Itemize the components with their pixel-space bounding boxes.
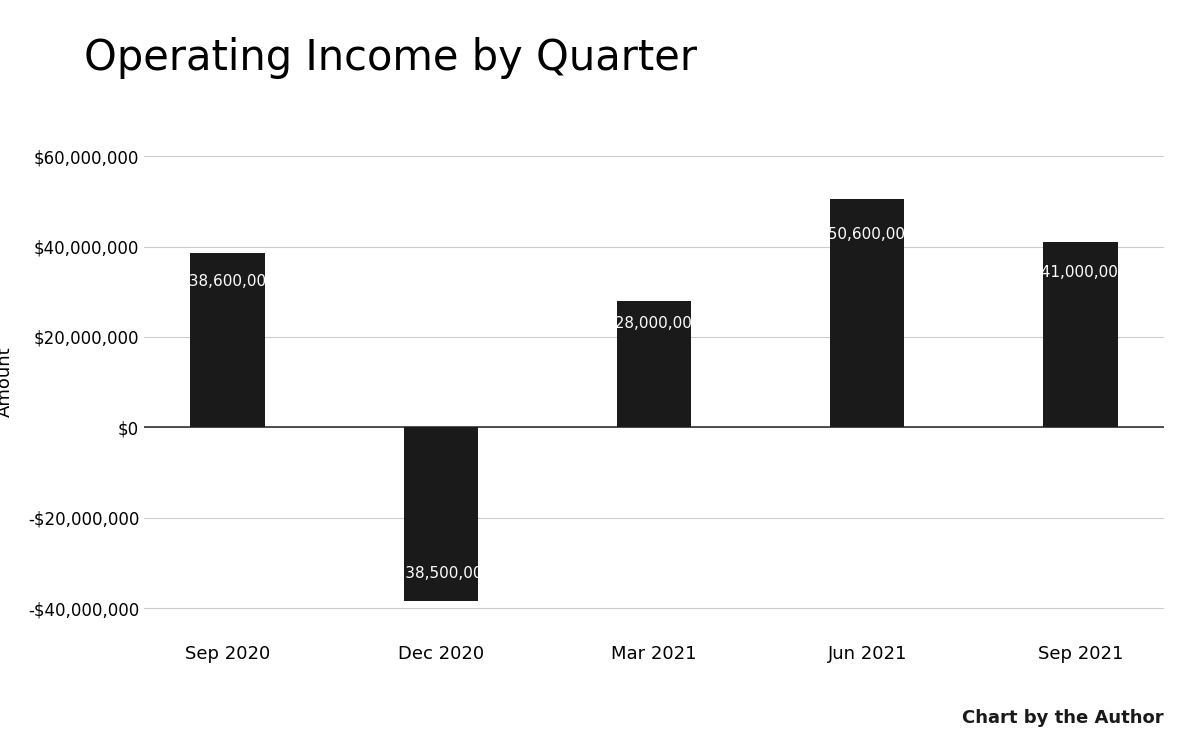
Text: $38,600,000: $38,600,000 [179, 274, 276, 289]
Bar [403, 427, 478, 601]
Text: $41,000,000: $41,000,000 [1032, 264, 1128, 279]
Bar [191, 253, 265, 427]
Text: $28,000,000: $28,000,000 [606, 316, 702, 331]
Bar [830, 199, 905, 427]
Bar [1043, 242, 1117, 427]
Text: Chart by the Author: Chart by the Author [962, 709, 1164, 727]
Text: $50,600,000: $50,600,000 [818, 226, 916, 241]
Bar [617, 301, 691, 427]
Y-axis label: Amount: Amount [0, 347, 14, 418]
Text: Operating Income by Quarter: Operating Income by Quarter [84, 37, 697, 79]
Text: -$38,500,000: -$38,500,000 [390, 565, 492, 580]
